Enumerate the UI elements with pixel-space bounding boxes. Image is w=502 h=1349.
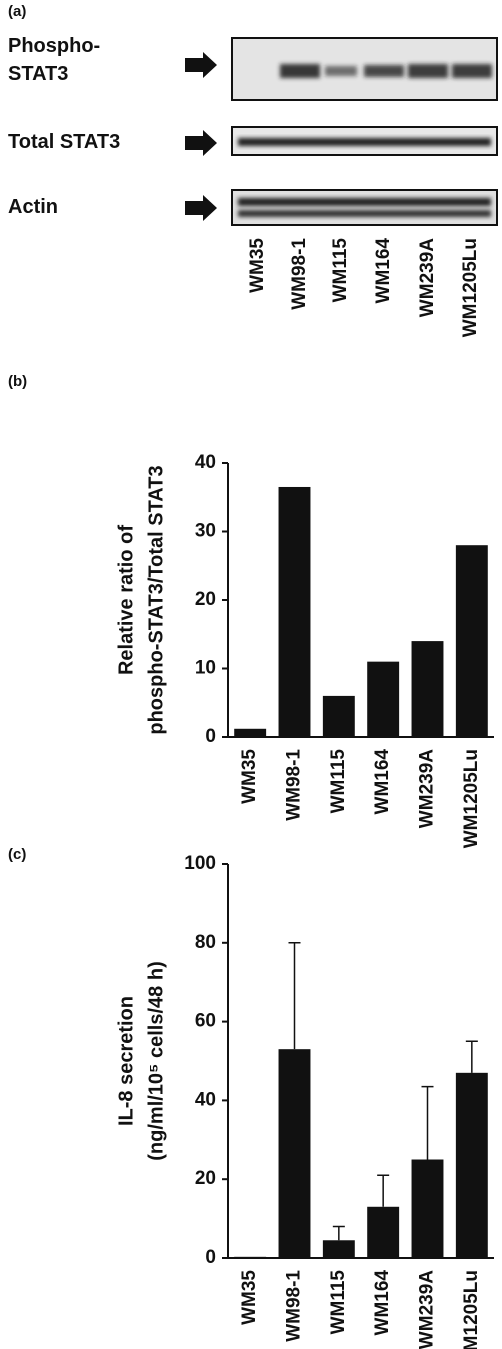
- bar: [412, 1160, 444, 1259]
- panel-label: (c): [8, 846, 26, 863]
- bar: [323, 696, 355, 737]
- x-tick-label: WM115: [328, 749, 349, 814]
- arrow: [185, 130, 217, 156]
- y-axis-label: IL-8 secretion: [115, 996, 137, 1126]
- x-tick-label: WM115: [328, 1270, 349, 1335]
- y-tick-label: 30: [195, 521, 216, 542]
- y-tick-label: 20: [195, 589, 216, 610]
- panel-label: (a): [8, 3, 26, 20]
- panel-label: (b): [8, 373, 27, 390]
- lane-label: WM98-1: [289, 238, 310, 310]
- y-tick-label: 40: [195, 452, 216, 473]
- arrow: [185, 52, 217, 78]
- error-bar: [377, 1175, 389, 1207]
- y-tick-label: 60: [195, 1011, 216, 1032]
- error-bar: [466, 1041, 478, 1073]
- error-bar: [289, 943, 301, 1049]
- row-label: Total STAT3: [8, 131, 120, 153]
- y-tick-label: 10: [195, 658, 216, 679]
- bar: [456, 545, 488, 737]
- lane-label: WM164: [373, 238, 394, 304]
- lane-label: WM115: [330, 238, 351, 303]
- x-tick-label: WM1205Lu: [461, 1270, 482, 1349]
- y-tick-label: 40: [195, 1089, 216, 1110]
- band: [238, 198, 491, 206]
- band: [238, 210, 491, 217]
- y-tick-label: 80: [195, 932, 216, 953]
- x-tick-label: WM164: [372, 749, 393, 815]
- y-tick-label: 100: [184, 853, 216, 874]
- x-tick-label: WM1205Lu: [461, 749, 482, 848]
- x-tick-label: WM98-1: [284, 1270, 305, 1342]
- bar: [279, 1049, 311, 1258]
- band: [238, 138, 491, 146]
- y-tick-label: 20: [195, 1168, 216, 1189]
- x-tick-label: WM239A: [417, 749, 438, 828]
- bar: [412, 641, 444, 737]
- y-axis-label: (ng/ml/10⁵ cells/48 h): [145, 961, 167, 1160]
- x-tick-label: WM164: [372, 1270, 393, 1336]
- x-tick-label: WM35: [239, 1270, 260, 1325]
- bands: [280, 64, 492, 78]
- y-axis-label: Relative ratio of: [115, 525, 137, 675]
- lane-label: WM1205Lu: [460, 238, 481, 337]
- blots: [185, 38, 497, 225]
- error-bar: [422, 1087, 434, 1160]
- error-bar: [333, 1226, 345, 1240]
- row-label: Phospho-STAT3: [8, 35, 100, 85]
- page: (a) Phospho-STAT3 Total STAT3 Actin WM35 WM9…: [0, 0, 502, 1349]
- bar: [323, 1240, 355, 1258]
- figure: (a) Phospho-STAT3 Total STAT3 Actin WM35 WM9…: [0, 0, 502, 1349]
- row-label: Actin: [8, 196, 58, 218]
- y-tick-label: 0: [205, 1247, 216, 1268]
- bar: [234, 729, 266, 737]
- lane-label: WM35: [247, 238, 268, 293]
- lane-label: WM239A: [417, 238, 438, 317]
- x-tick-label: WM239A: [417, 1270, 438, 1349]
- x-tick-label: WM35: [239, 749, 260, 804]
- bar: [456, 1073, 488, 1258]
- y-tick-label: 0: [205, 726, 216, 747]
- y-axis-label: phospho-STAT3/Total STAT3: [145, 465, 167, 734]
- bar: [367, 1207, 399, 1258]
- bar: [279, 487, 311, 737]
- arrow: [185, 195, 217, 221]
- bar: [367, 662, 399, 737]
- x-tick-label: WM98-1: [284, 749, 305, 821]
- bar: [234, 1257, 266, 1259]
- blot-box: [232, 190, 497, 225]
